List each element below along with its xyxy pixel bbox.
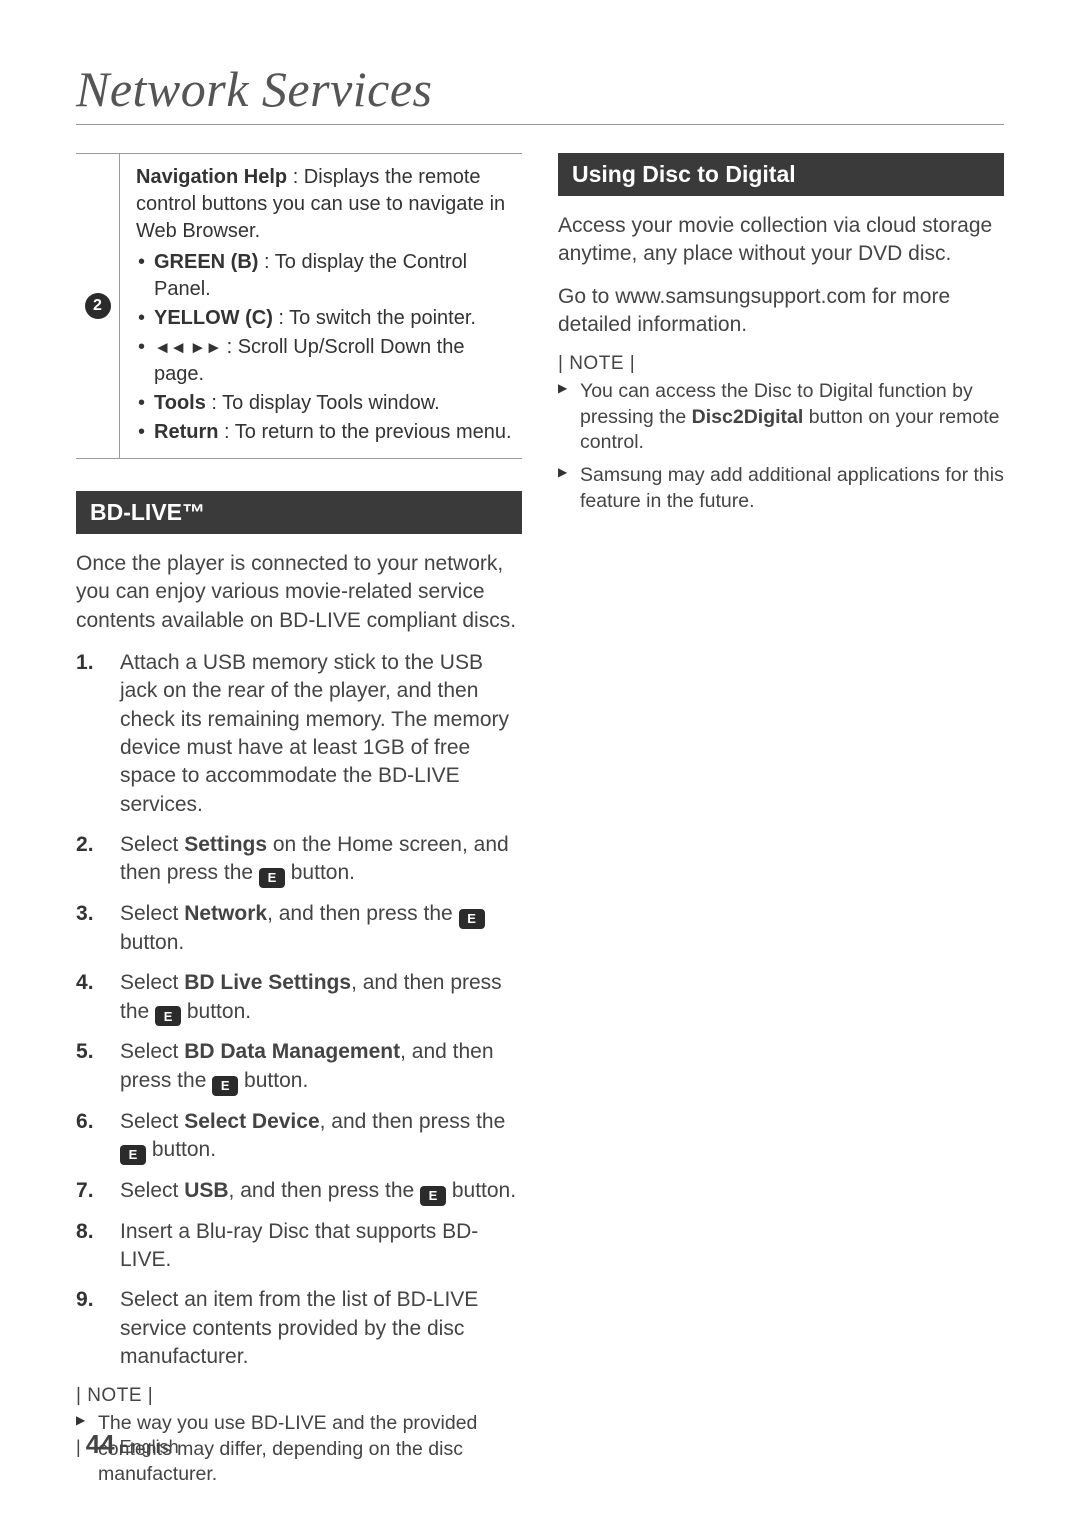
callout-item-text: : To display Tools window.: [206, 392, 440, 414]
callout-item-tools: Tools : To display Tools window.: [136, 390, 516, 417]
enter-icon: E: [155, 1006, 181, 1026]
enter-icon: E: [420, 1186, 446, 1206]
page-title: Network Services: [76, 60, 1004, 118]
step-9: Select an item from the list of BD-LIVE …: [76, 1286, 522, 1371]
page-lang: English: [120, 1437, 179, 1457]
nav-help-label: Navigation Help: [136, 166, 287, 188]
step-text: , and then press the: [229, 1179, 420, 1202]
bdlive-steps: Attach a USB memory stick to the USB jac…: [76, 649, 522, 1371]
enter-icon: E: [120, 1145, 146, 1165]
callout-number-cell: 2: [76, 154, 120, 458]
d2d-header: Using Disc to Digital: [558, 153, 1004, 196]
step-4: Select BD Live Settings, and then press …: [76, 969, 522, 1026]
d2d-note-1: You can access the Disc to Digital funct…: [558, 379, 1004, 455]
step-text: button.: [181, 1000, 251, 1023]
callout-list: GREEN (B) : To display the Control Panel…: [136, 249, 516, 446]
step-text: Select: [120, 1110, 184, 1133]
callout-item-green: GREEN (B) : To display the Control Panel…: [136, 249, 516, 303]
note-bold: Disc2Digital: [692, 406, 804, 428]
callout-number-badge: 2: [85, 293, 111, 319]
callout-item-text: : To switch the pointer.: [273, 307, 476, 329]
callout-item-return: Return : To return to the previous menu.: [136, 419, 516, 446]
left-column: 2 Navigation Help : Displays the remote …: [76, 153, 522, 1495]
callout-body: Navigation Help : Displays the remote co…: [120, 154, 522, 458]
callout-lead: Navigation Help : Displays the remote co…: [136, 164, 516, 245]
step-1: Attach a USB memory stick to the USB jac…: [76, 649, 522, 819]
enter-icon: E: [459, 909, 485, 929]
note-label: | NOTE |: [76, 1385, 522, 1407]
note-label: | NOTE |: [558, 353, 1004, 375]
step-3: Select Network, and then press the E but…: [76, 900, 522, 957]
callout-item-yellow: YELLOW (C) : To switch the pointer.: [136, 305, 516, 332]
step-bold: BD Live Settings: [184, 971, 351, 994]
page-footer: | 44 English: [76, 1429, 179, 1460]
page-number: 44: [86, 1429, 115, 1459]
step-bold: USB: [184, 1179, 228, 1202]
step-bold: BD Data Management: [184, 1040, 400, 1063]
d2d-note-2: Samsung may add additional applications …: [558, 463, 1004, 514]
enter-icon: E: [212, 1076, 238, 1096]
step-text: , and then press the: [267, 902, 458, 925]
step-bold: Network: [184, 902, 267, 925]
step-text: button.: [146, 1138, 216, 1161]
step-5: Select BD Data Management, and then pres…: [76, 1038, 522, 1095]
callout-item-bold: Return: [154, 421, 218, 443]
callout-item-bold: YELLOW (C): [154, 307, 273, 329]
scroll-glyph-icon: ◄◄ ►►: [154, 338, 221, 357]
step-text: , and then press the: [320, 1110, 506, 1133]
step-6: Select Select Device, and then press the…: [76, 1108, 522, 1165]
callout-item-bold: Tools: [154, 392, 206, 414]
step-text: Select: [120, 902, 184, 925]
step-text: Select: [120, 971, 184, 994]
navigation-help-callout: 2 Navigation Help : Displays the remote …: [76, 153, 522, 459]
step-text: button.: [120, 931, 184, 954]
callout-item-scroll: ◄◄ ►► : Scroll Up/Scroll Down the page.: [136, 334, 516, 388]
content-columns: 2 Navigation Help : Displays the remote …: [76, 153, 1004, 1495]
step-8: Insert a Blu-ray Disc that supports BD-L…: [76, 1218, 522, 1275]
d2d-p2: Go to www.samsungsupport.com for more de…: [558, 283, 1004, 340]
bdlive-intro: Once the player is connected to your net…: [76, 550, 522, 635]
enter-icon: E: [259, 868, 285, 888]
right-column: Using Disc to Digital Access your movie …: [558, 153, 1004, 1495]
step-text: Select: [120, 833, 184, 856]
callout-item-bold: GREEN (B): [154, 251, 258, 273]
step-bold: Settings: [184, 833, 267, 856]
step-text: Select: [120, 1179, 184, 1202]
step-text: button.: [446, 1179, 516, 1202]
step-2: Select Settings on the Home screen, and …: [76, 831, 522, 888]
d2d-notes: You can access the Disc to Digital funct…: [558, 379, 1004, 514]
step-text: button.: [238, 1069, 308, 1092]
step-text: button.: [285, 861, 355, 884]
step-text: Select: [120, 1040, 184, 1063]
step-bold: Select Device: [184, 1110, 319, 1133]
step-7: Select USB, and then press the E button.: [76, 1177, 522, 1206]
callout-item-text: : To return to the previous menu.: [218, 421, 511, 443]
bdlive-header: BD-LIVE™: [76, 491, 522, 534]
d2d-p1: Access your movie collection via cloud s…: [558, 212, 1004, 269]
title-rule: [76, 124, 1004, 125]
